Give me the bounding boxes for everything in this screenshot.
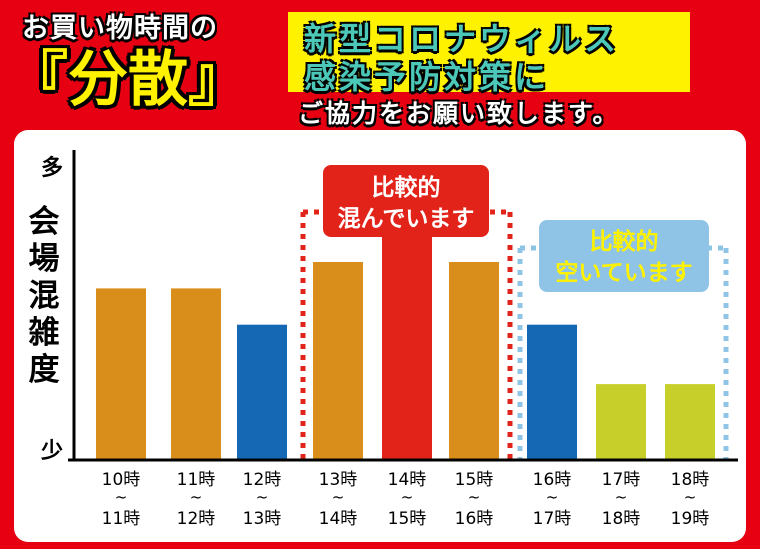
x-tick-label-top: 12時 — [243, 470, 282, 490]
header-yellow-box: 新型コロナウィルス 感染予防対策に — [288, 12, 690, 96]
region-label-line-1: 比較的 — [590, 228, 659, 255]
region-label-box — [539, 220, 709, 292]
y-axis-label-char: 会 — [29, 204, 60, 240]
x-tick-label-bottom: 16時 — [455, 509, 494, 529]
x-tick-label-bottom: 15時 — [388, 509, 427, 529]
header-line-1: お買い物時間の — [22, 13, 218, 44]
x-tick-label-bottom: 18時 — [602, 509, 641, 529]
x-tick-label-top: 15時 — [455, 470, 494, 490]
x-tick-label-top: 17時 — [602, 470, 641, 490]
x-tick-label-bottom: 14時 — [319, 509, 358, 529]
bar — [171, 288, 221, 460]
x-tick-label-tilde: ~ — [115, 488, 128, 506]
region-label-box — [323, 165, 489, 237]
y-axis-label-char: 度 — [29, 352, 60, 388]
x-tick-label-tilde: ~ — [468, 488, 481, 506]
x-tick-label-bottom: 19時 — [671, 509, 710, 529]
x-tick-label-top: 18時 — [671, 470, 710, 490]
y-axis-label-char: 場 — [29, 241, 60, 277]
x-tick-label-top: 11時 — [177, 470, 216, 490]
bar — [527, 324, 577, 460]
bar — [96, 288, 146, 460]
x-tick-label-tilde: ~ — [401, 488, 414, 506]
x-tick-label-bottom: 12時 — [177, 509, 216, 529]
x-tick-label-tilde: ~ — [256, 488, 269, 506]
x-tick-label-top: 10時 — [102, 470, 141, 490]
header-box-line-2: 感染予防対策に — [304, 58, 550, 96]
header-line-2: 『分散』 — [8, 45, 248, 115]
x-tick-label-tilde: ~ — [615, 488, 628, 506]
header-line-3: ご協力をお願い致します。 — [298, 99, 620, 128]
x-tick-label-top: 14時 — [388, 470, 427, 490]
y-bottom-label: 少 — [40, 439, 63, 464]
region-label-line-2: 空いています — [555, 259, 692, 286]
bar — [313, 262, 363, 460]
region-label-line-2: 混んでいます — [338, 206, 475, 232]
bar — [665, 384, 715, 460]
y-top-label: 多 — [41, 155, 63, 181]
x-tick-label-top: 16時 — [533, 470, 572, 490]
y-axis-label-char: 雑 — [28, 315, 60, 351]
bar — [596, 384, 646, 460]
bar — [449, 262, 499, 460]
x-tick-label-bottom: 11時 — [102, 509, 141, 529]
x-tick-label-tilde: ~ — [684, 488, 697, 506]
y-axis-label-char: 混 — [29, 278, 60, 314]
header-box-line-1: 新型コロナウィルス — [304, 20, 620, 58]
x-tick-label-top: 13時 — [319, 470, 358, 490]
bar — [237, 324, 287, 460]
x-tick-label-bottom: 17時 — [533, 509, 572, 529]
bar — [382, 235, 432, 460]
x-tick-label-tilde: ~ — [546, 488, 559, 506]
x-tick-label-tilde: ~ — [332, 488, 345, 506]
x-tick-label-tilde: ~ — [190, 488, 203, 506]
region-label-line-1: 比較的 — [372, 174, 441, 201]
x-tick-label-bottom: 13時 — [243, 509, 282, 529]
